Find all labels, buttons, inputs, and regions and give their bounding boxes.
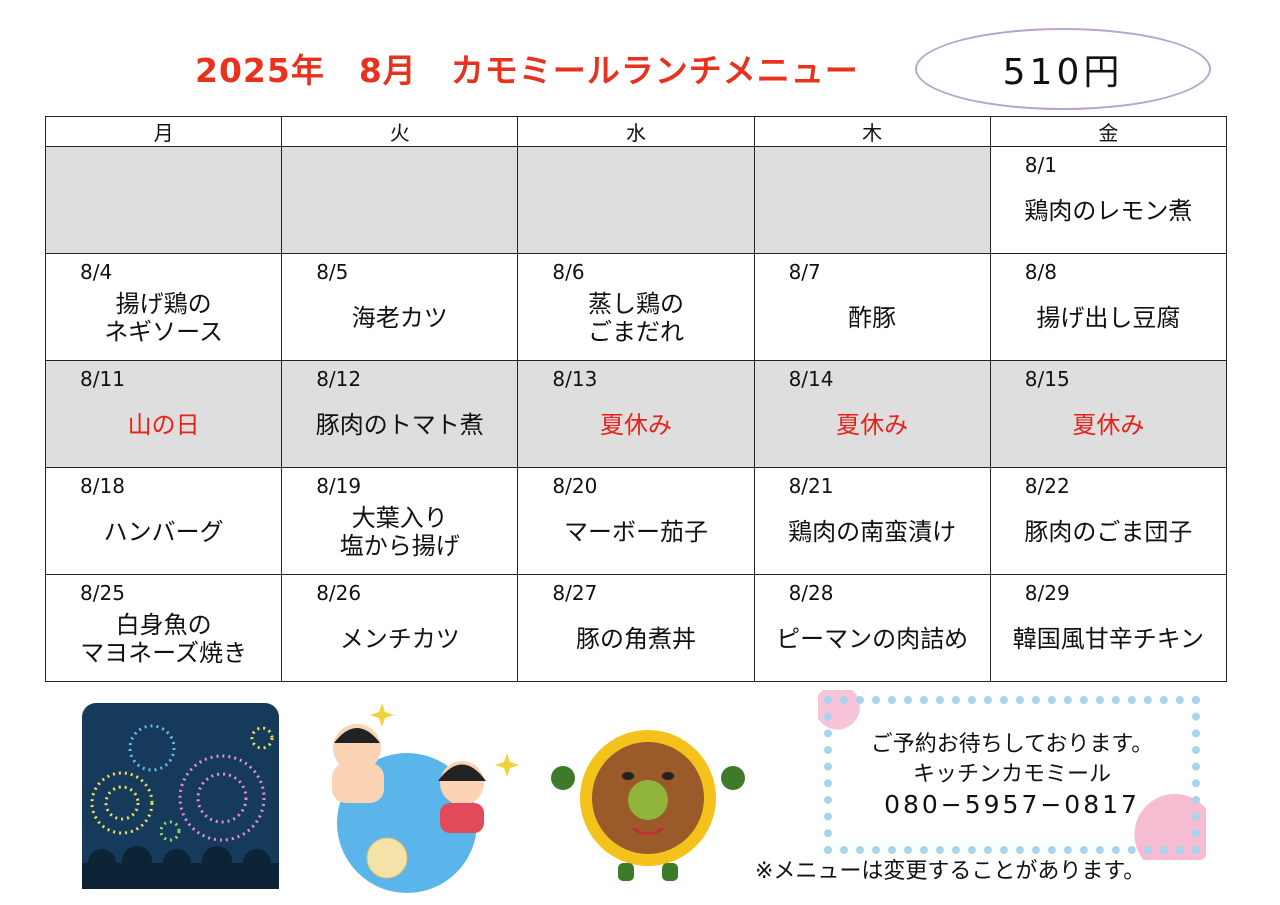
menu-item: 白身魚の マヨネーズ焼き xyxy=(80,611,247,667)
day-cell: 8/28 ピーマンの肉詰め xyxy=(753,574,991,682)
day-date: 8/22 xyxy=(1024,474,1070,498)
shop-name: キッチンカモミール xyxy=(912,762,1111,787)
pool-kids-illustration xyxy=(332,703,519,893)
day-date: 8/27 xyxy=(552,581,598,605)
day-date: 8/21 xyxy=(788,474,834,498)
day-cell: 8/8 揚げ出し豆腐 xyxy=(989,253,1228,361)
menu-change-note: ※メニューは変更することがあります。 xyxy=(755,859,1146,884)
weekday-header: 金 xyxy=(989,116,1228,147)
day-date: 8/14 xyxy=(788,367,834,391)
closed-day-label: 山の日 xyxy=(127,411,200,439)
menu-item: 揚げ出し豆腐 xyxy=(1036,304,1181,332)
day-cell: 8/22 豚肉のごま団子 xyxy=(989,467,1228,575)
menu-item: 韓国風甘辛チキン xyxy=(1012,625,1205,653)
day-cell: 8/19 大葉入り 塩から揚げ xyxy=(281,467,519,575)
closed-day-label: 夏休み xyxy=(1072,411,1145,439)
empty-day-cell xyxy=(517,146,755,254)
week-row: 8/1 鶏肉のレモン煮 xyxy=(44,146,1228,254)
day-cell: 8/20 マーボー茄子 xyxy=(517,467,755,575)
day-date: 8/5 xyxy=(316,260,349,284)
menu-item: 酢豚 xyxy=(848,304,897,332)
menu-item: 蒸し鶏の ごまだれ xyxy=(587,290,684,346)
week-row: 8/18 ハンバーグ 8/19 大葉入り 塩から揚げ 8/20 マーボー茄子 8/21 鶏肉の… xyxy=(44,467,1228,575)
day-cell: 8/1 鶏肉のレモン煮 xyxy=(989,146,1228,254)
page-title: 2025年 8月 カモミールランチメニュー xyxy=(195,51,859,90)
menu-calendar: 月 火 水 木 金 8/1 鶏肉のレモン煮 8/4 揚げ鶏の ネギソース 8/5 海老カツ… xyxy=(44,116,1228,682)
day-date: 8/13 xyxy=(552,367,598,391)
day-date: 8/1 xyxy=(1024,153,1057,177)
week-row: 8/11 山の日 8/12 豚肉のトマト煮 8/13 夏休み 8/14 夏休み 8/15 夏休み xyxy=(44,360,1228,468)
menu-item: ピーマンの肉詰め xyxy=(776,625,969,653)
weekday-header: 火 xyxy=(281,116,519,147)
weekday-header-row: 月 火 水 木 金 xyxy=(44,116,1228,147)
day-date: 8/28 xyxy=(788,581,834,605)
sunflower-character-illustration xyxy=(551,730,745,881)
day-date: 8/18 xyxy=(80,474,125,498)
weekday-header: 木 xyxy=(753,116,991,147)
day-cell: 8/14 夏休み xyxy=(753,360,991,468)
menu-item: 鶏肉のレモン煮 xyxy=(1024,197,1193,225)
day-date: 8/12 xyxy=(316,367,362,391)
day-date: 8/4 xyxy=(80,260,113,284)
day-cell: 8/12 豚肉のトマト煮 xyxy=(281,360,519,468)
day-cell: 8/13 夏休み xyxy=(517,360,755,468)
day-date: 8/11 xyxy=(80,367,125,391)
day-date: 8/7 xyxy=(788,260,821,284)
menu-item: 豚の角煮丼 xyxy=(575,625,696,653)
day-cell: 8/21 鶏肉の南蛮漬け xyxy=(753,467,991,575)
empty-day-cell xyxy=(753,146,991,254)
day-date: 8/8 xyxy=(1024,260,1057,284)
phone-number: 080−5957−0817 xyxy=(884,790,1140,819)
menu-item: 鶏肉の南蛮漬け xyxy=(788,518,957,546)
day-cell: 8/7 酢豚 xyxy=(753,253,991,361)
day-cell: 8/27 豚の角煮丼 xyxy=(517,574,755,682)
day-cell: 8/26 メンチカツ xyxy=(281,574,519,682)
menu-item: 豚肉のごま団子 xyxy=(1024,518,1193,546)
day-date: 8/26 xyxy=(316,581,362,605)
menu-item: メンチカツ xyxy=(339,625,460,653)
closed-day-label: 夏休み xyxy=(599,411,672,439)
reservation-message-box: ご予約お待ちしております。 キッチンカモミール 080−5957−0817 xyxy=(818,690,1206,860)
day-date: 8/20 xyxy=(552,474,598,498)
day-date: 8/29 xyxy=(1024,581,1070,605)
reservation-message: ご予約お待ちしております。 xyxy=(870,732,1154,757)
empty-day-cell xyxy=(44,146,283,254)
fireworks-illustration xyxy=(82,703,279,889)
day-date: 8/15 xyxy=(1024,367,1070,391)
day-date: 8/6 xyxy=(552,260,585,284)
week-row: 8/25 白身魚の マヨネーズ焼き 8/26 メンチカツ 8/27 豚の角煮丼 8/28 ピー… xyxy=(44,574,1228,682)
day-cell: 8/29 韓国風甘辛チキン xyxy=(989,574,1228,682)
day-cell: 8/6 蒸し鶏の ごまだれ xyxy=(517,253,755,361)
menu-item: 海老カツ xyxy=(351,304,448,332)
price-oval: 510円 xyxy=(915,28,1211,110)
day-date: 8/19 xyxy=(316,474,362,498)
day-cell: 8/4 揚げ鶏の ネギソース xyxy=(44,253,283,361)
day-cell: 8/25 白身魚の マヨネーズ焼き xyxy=(44,574,283,682)
menu-item: 豚肉のトマト煮 xyxy=(315,411,484,439)
week-row: 8/4 揚げ鶏の ネギソース 8/5 海老カツ 8/6 蒸し鶏の ごまだれ 8/7 酢豚 8/8… xyxy=(44,253,1228,361)
menu-item: 揚げ鶏の ネギソース xyxy=(104,290,223,346)
menu-item: 大葉入り 塩から揚げ xyxy=(339,504,460,560)
weekday-header: 月 xyxy=(44,116,283,147)
day-cell: 8/18 ハンバーグ xyxy=(44,467,283,575)
weekday-header: 水 xyxy=(517,116,755,147)
empty-day-cell xyxy=(281,146,519,254)
day-cell: 8/15 夏休み xyxy=(989,360,1228,468)
day-cell: 8/11 山の日 xyxy=(44,360,283,468)
closed-day-label: 夏休み xyxy=(836,411,909,439)
menu-item: マーボー茄子 xyxy=(563,518,708,546)
day-date: 8/25 xyxy=(80,581,125,605)
price-label: 510円 xyxy=(1002,52,1124,93)
day-cell: 8/5 海老カツ xyxy=(281,253,519,361)
menu-item: ハンバーグ xyxy=(103,518,224,546)
